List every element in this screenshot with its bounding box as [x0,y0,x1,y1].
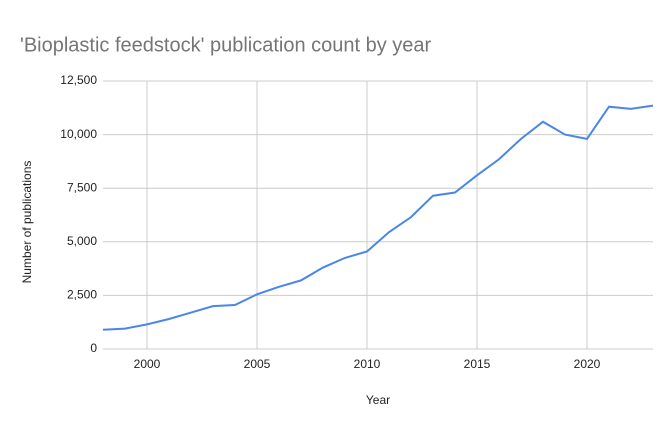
x-tick-label: 2015 [464,357,491,371]
x-tick-label: 2005 [244,357,271,371]
data-line [102,104,654,331]
chart-title: 'Bioplastic feedstock' publication count… [20,34,432,56]
x-tick-label: 2020 [574,357,601,371]
y-tick-label: 12,500 [60,73,97,87]
x-tick-label: 2010 [354,357,381,371]
y-tick-label: 0 [90,341,97,355]
x-tick-label: 2000 [134,357,161,371]
y-axis-title: Number of publications [20,161,34,284]
x-axis-title: Year [366,393,390,407]
y-tick-label: 7,500 [67,180,97,194]
y-tick-label: 10,000 [60,127,97,141]
y-tick-label: 5,000 [67,234,97,248]
y-tick-label: 2,500 [67,288,97,302]
